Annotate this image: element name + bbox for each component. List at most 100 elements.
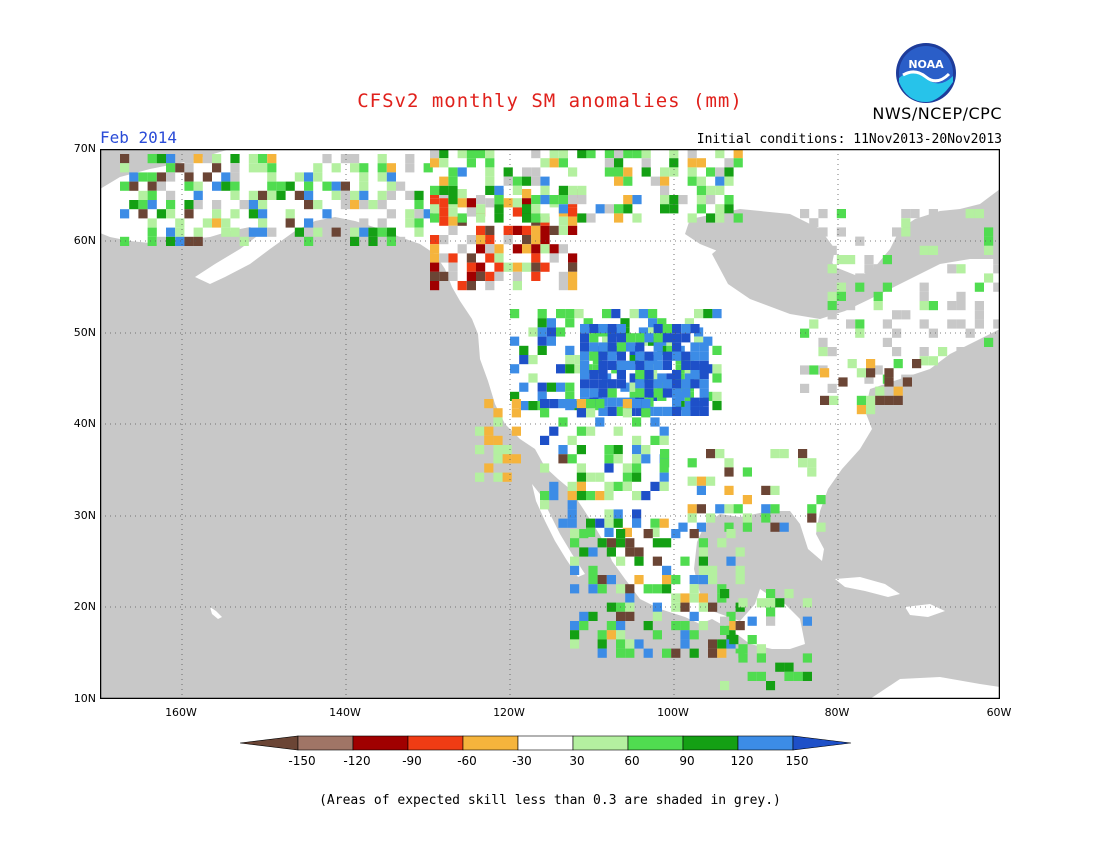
anomaly-cell (657, 373, 667, 383)
anomaly-cell (546, 318, 556, 328)
anomaly-cell (503, 262, 513, 272)
anomaly-cell (576, 463, 586, 473)
anomaly-cell (485, 149, 495, 159)
anomaly-cell (579, 621, 589, 631)
anomaly-cell (816, 495, 826, 505)
anomaly-cell (809, 218, 819, 228)
anomaly-cell (522, 225, 532, 235)
anomaly-cell (258, 154, 268, 164)
anomaly-cell (276, 190, 286, 200)
anomaly-cell (802, 616, 812, 626)
anomaly-cell (230, 172, 240, 182)
anomaly-cell (386, 172, 396, 182)
anomaly-cell (549, 225, 559, 235)
anomaly-cell (485, 253, 495, 263)
anomaly-cell (634, 639, 644, 649)
anomaly-cell (528, 327, 538, 337)
anomaly-cell (875, 395, 885, 405)
colorbar-label: -60 (457, 754, 477, 768)
anomaly-cell (873, 301, 883, 311)
anomaly-cell (643, 584, 653, 594)
anomaly-cell (568, 262, 578, 272)
anomaly-cell (570, 556, 580, 566)
anomaly-cell (761, 513, 771, 523)
forecast-month: Feb 2014 (100, 128, 178, 147)
anomaly-cell (457, 149, 467, 159)
anomaly-cell (672, 342, 682, 352)
anomaly-cell (836, 282, 846, 292)
anomaly-cell (166, 209, 176, 219)
anomaly-cell (910, 209, 920, 219)
anomaly-cell (666, 373, 676, 383)
anomaly-cell (430, 244, 440, 254)
anomaly-cell (901, 255, 911, 265)
anomaly-cell (827, 291, 837, 301)
anomaly-cell (775, 681, 785, 691)
anomaly-cell (589, 379, 599, 389)
anomaly-cell (586, 527, 596, 537)
anomaly-cell (616, 379, 626, 389)
anomaly-cell (974, 209, 984, 219)
anomaly-cell (340, 154, 350, 164)
anomaly-cell (703, 336, 713, 346)
anomaly-cell (120, 209, 130, 219)
anomaly-cell (625, 639, 635, 649)
anomaly-cell (522, 213, 532, 223)
anomaly-cell (625, 602, 635, 612)
anomaly-cell (258, 163, 268, 173)
anomaly-cell (466, 149, 476, 159)
anomaly-cell (475, 445, 485, 455)
anomaly-cell (184, 209, 194, 219)
anomaly-cell (662, 648, 672, 658)
anomaly-cell (493, 472, 503, 482)
anomaly-cell (531, 176, 541, 186)
anomaly-cell (598, 406, 608, 416)
anomaly-cell (669, 167, 679, 177)
anomaly-cell (586, 149, 596, 159)
anomaly-cell (614, 149, 624, 159)
anomaly-cell (919, 245, 929, 255)
anomaly-cell (616, 324, 626, 334)
anomaly-cell (377, 154, 387, 164)
anomaly-cell (687, 158, 697, 168)
anomaly-cell (484, 399, 494, 409)
anomaly-cell (662, 379, 672, 389)
anomaly-cell (882, 255, 892, 265)
anomaly-cell (761, 485, 771, 495)
anomaly-cell (512, 185, 522, 195)
anomaly-cell (784, 589, 794, 599)
anomaly-cell (546, 336, 556, 346)
anomaly-cell (510, 336, 520, 346)
anomaly-cell (184, 181, 194, 191)
anomaly-cell (622, 481, 632, 491)
anomaly-cell (510, 364, 520, 374)
anomaly-cell (724, 458, 734, 468)
anomaly-cell (766, 598, 776, 608)
anomaly-cell (531, 271, 541, 281)
anomaly-cell (993, 282, 1000, 292)
anomaly-cell (248, 209, 258, 219)
anomaly-cell (221, 227, 231, 237)
anomaly-cell (712, 309, 722, 319)
anomaly-cell (747, 662, 757, 672)
anomaly-cell (864, 374, 874, 384)
anomaly-cell (614, 167, 624, 177)
anomaly-cell (687, 149, 697, 159)
colorbar-swatch (627, 735, 684, 751)
logo-text: NOAA (908, 58, 944, 71)
map-title: CFSv2 monthly SM anomalies (mm) (357, 90, 743, 112)
anomaly-cell (680, 621, 690, 631)
anomaly-cell (414, 190, 424, 200)
anomaly-cell (604, 167, 614, 177)
anomaly-cell (827, 273, 837, 283)
anomaly-cell (510, 391, 520, 401)
anomaly-cell (368, 200, 378, 210)
anomaly-cell (576, 426, 586, 436)
anomaly-cell (733, 149, 743, 159)
anomaly-cell (485, 176, 495, 186)
anomaly-cell (386, 181, 396, 191)
anomaly-cell (690, 370, 700, 380)
anomaly-cell (485, 281, 495, 291)
anomaly-cell (864, 264, 874, 274)
anomaly-cell (120, 154, 130, 164)
